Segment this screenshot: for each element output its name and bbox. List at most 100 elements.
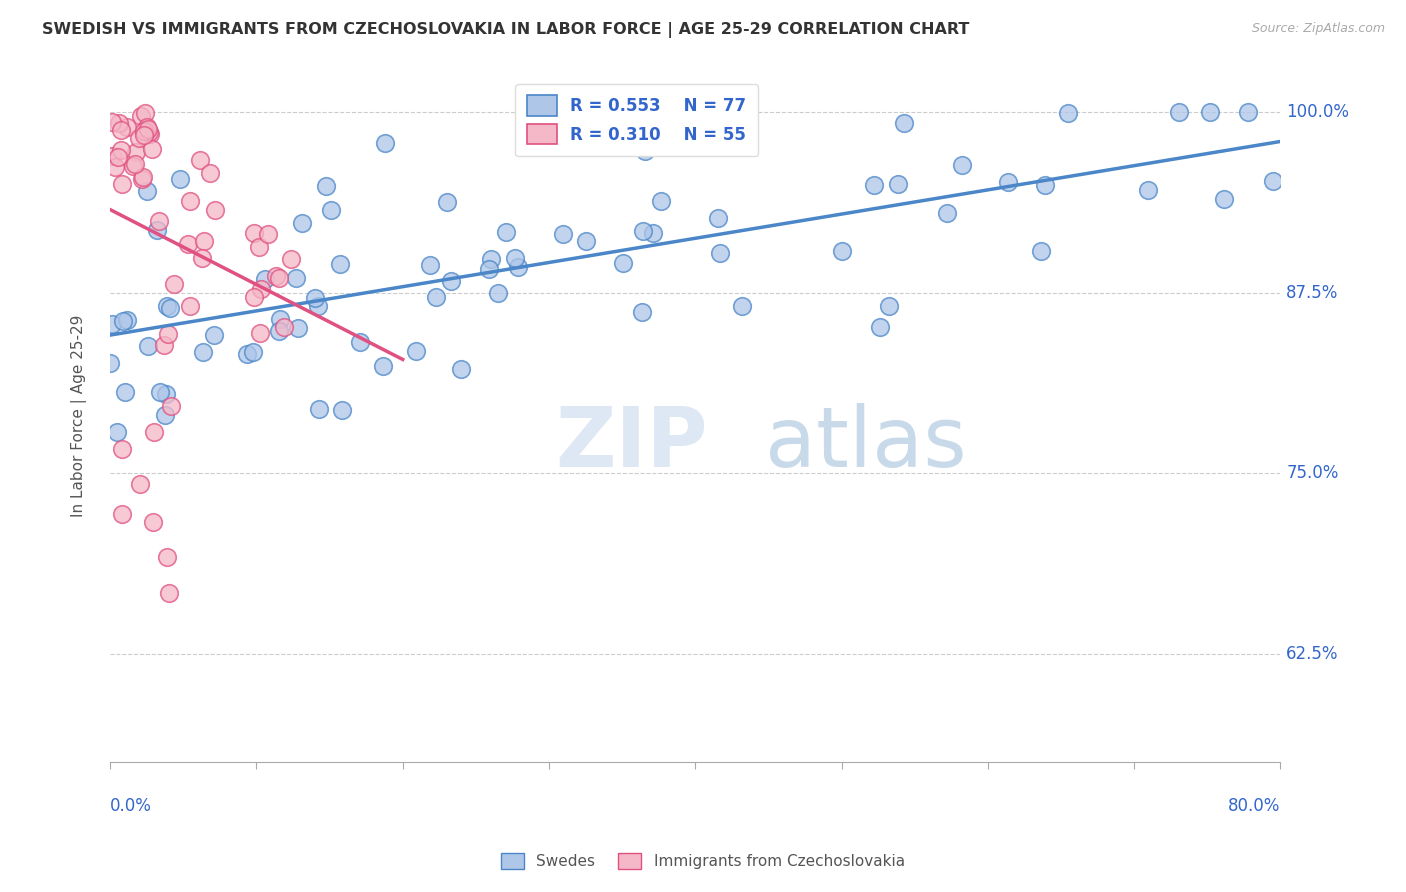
Text: 0.0%: 0.0% [110, 797, 152, 815]
Point [631, 305, 654, 319]
Point [950, 158, 973, 172]
Point [269, 271, 291, 285]
Point [155, 299, 177, 313]
Point [1033, 178, 1056, 193]
Point [163, 277, 186, 292]
Point [190, 251, 212, 265]
Text: 75.0%: 75.0% [1286, 464, 1339, 483]
Point [111, 314, 134, 328]
Point [111, 442, 134, 456]
Point [486, 286, 509, 301]
Point [731, 299, 754, 313]
Legend: R = 0.553    N = 77, R = 0.310    N = 55: R = 0.553 N = 77, R = 0.310 N = 55 [516, 84, 758, 156]
Point [155, 387, 177, 401]
Point [256, 227, 278, 241]
Point [869, 320, 891, 334]
Point [284, 270, 307, 285]
Point [204, 203, 226, 218]
Point [135, 124, 157, 138]
Point [114, 384, 136, 399]
Point [349, 334, 371, 349]
Point [249, 326, 271, 340]
Point [575, 234, 598, 248]
Point [153, 408, 176, 422]
Point [650, 194, 672, 208]
Point [321, 203, 343, 218]
Point [135, 184, 157, 198]
Text: 62.5%: 62.5% [1286, 645, 1339, 663]
Point [128, 131, 150, 145]
Point [269, 311, 291, 326]
Point [124, 157, 146, 171]
Point [141, 142, 163, 156]
Point [707, 133, 730, 147]
Point [136, 120, 159, 134]
Point [105, 425, 128, 439]
Point [707, 211, 730, 225]
Point [634, 145, 657, 159]
Point [122, 159, 145, 173]
Point [142, 425, 165, 439]
Point [142, 516, 165, 530]
Point [129, 477, 152, 491]
Point [1199, 104, 1222, 119]
Point [107, 116, 129, 130]
Legend: Swedes, Immigrants from Czechoslovakia: Swedes, Immigrants from Czechoslovakia [495, 847, 911, 875]
Point [100, 114, 122, 128]
Point [887, 177, 910, 191]
Point [643, 226, 665, 240]
Point [156, 326, 179, 341]
Point [236, 347, 259, 361]
Point [419, 258, 441, 272]
Point [863, 178, 886, 192]
Text: Source: ZipAtlas.com: Source: ZipAtlas.com [1251, 22, 1385, 36]
Point [425, 290, 447, 304]
Point [997, 175, 1019, 189]
Point [107, 150, 129, 164]
Point [291, 216, 314, 230]
Point [138, 127, 160, 141]
Point [134, 124, 156, 138]
Point [1261, 174, 1284, 188]
Point [709, 246, 731, 260]
Point [405, 343, 427, 358]
Point [267, 325, 290, 339]
Point [149, 384, 172, 399]
Point [631, 224, 654, 238]
Point [200, 166, 222, 180]
Point [831, 244, 853, 258]
Text: atlas: atlas [765, 402, 967, 483]
Point [110, 123, 132, 137]
Point [280, 252, 302, 266]
Point [145, 223, 167, 237]
Point [374, 136, 396, 150]
Text: ZIP: ZIP [555, 402, 707, 483]
Point [191, 345, 214, 359]
Point [115, 313, 138, 327]
Point [329, 257, 352, 271]
Point [612, 256, 634, 270]
Text: 87.5%: 87.5% [1286, 284, 1339, 301]
Point [153, 338, 176, 352]
Point [1167, 104, 1189, 119]
Text: SWEDISH VS IMMIGRANTS FROM CZECHOSLOVAKIA IN LABOR FORCE | AGE 25-29 CORRELATION: SWEDISH VS IMMIGRANTS FROM CZECHOSLOVAKI… [42, 22, 970, 38]
Point [877, 299, 900, 313]
Point [495, 226, 517, 240]
Point [304, 291, 326, 305]
Point [307, 300, 329, 314]
Point [503, 252, 526, 266]
Point [100, 356, 122, 370]
Text: 80.0%: 80.0% [1227, 797, 1281, 815]
Point [100, 149, 122, 163]
Point [287, 320, 309, 334]
Point [134, 105, 156, 120]
Point [330, 402, 353, 417]
Point [254, 271, 277, 285]
Point [104, 161, 127, 175]
Y-axis label: In Labor Force | Age 25-29: In Labor Force | Age 25-29 [72, 314, 87, 516]
Point [159, 301, 181, 315]
Point [115, 120, 138, 134]
Point [136, 122, 159, 136]
Point [125, 145, 148, 160]
Point [242, 290, 264, 304]
